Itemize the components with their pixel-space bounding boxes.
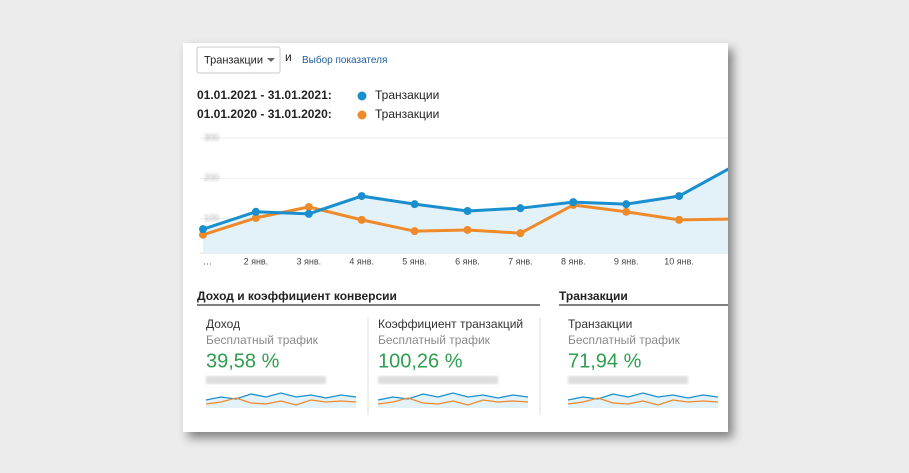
x-tick-label: 7 янв.	[508, 256, 533, 266]
point	[410, 227, 419, 236]
blurred-text	[378, 376, 498, 384]
card-metric: Транзакции	[568, 317, 632, 331]
blurred-text	[568, 376, 688, 384]
point	[728, 163, 736, 171]
card-segment: Бесплатный трафик	[378, 333, 491, 347]
point	[516, 204, 525, 213]
legend-period: 01.01.2021 - 31.01.2021:	[197, 88, 332, 102]
legend-label: Транзакции	[375, 107, 439, 121]
sparkline	[205, 392, 357, 401]
point	[357, 192, 366, 201]
x-tick-label: 11	[727, 256, 736, 266]
point	[199, 225, 207, 234]
section-title: Доход и коэффициент конверсии	[197, 289, 397, 303]
x-tick-label: 3 янв.	[296, 256, 321, 266]
point	[251, 213, 260, 222]
point	[675, 192, 684, 201]
card-value: 71,94 %	[568, 350, 642, 372]
card-value: 100,26 %	[378, 350, 463, 372]
x-tick-label: 9 янв.	[614, 256, 639, 266]
point	[516, 229, 525, 238]
blurred-text	[206, 376, 326, 384]
point	[622, 200, 631, 209]
point	[463, 225, 472, 234]
card-value: 39,58 %	[206, 350, 280, 372]
card-segment: Бесплатный трафик	[568, 333, 681, 347]
point	[199, 230, 207, 239]
point	[569, 198, 578, 207]
section-title: Транзакции	[559, 289, 628, 303]
legend-dot	[357, 91, 367, 101]
x-tick-label: 10 янв.	[664, 256, 694, 266]
sparkline	[377, 392, 529, 401]
sparkline	[205, 397, 357, 406]
point	[410, 200, 419, 209]
x-tick-label: 8 янв.	[561, 256, 586, 266]
card-segment: Бесплатный трафик	[206, 333, 319, 347]
x-tick-label: 4 янв.	[349, 256, 374, 266]
point	[304, 202, 313, 211]
point	[251, 207, 260, 216]
sparkline	[377, 397, 529, 406]
sparkline	[567, 397, 719, 406]
legend-dot	[357, 110, 367, 120]
legend-period: 01.01.2020 - 31.01.2020:	[197, 107, 332, 121]
x-tick-label: 6 янв.	[455, 256, 480, 266]
card-metric: Доход	[206, 317, 240, 331]
legend-label: Транзакции	[375, 88, 439, 102]
dropdown-text[interactable]: Транзакции	[204, 54, 263, 66]
sparkline	[567, 392, 719, 401]
point	[675, 215, 684, 224]
dropdown-arrow	[267, 58, 275, 62]
metric-link[interactable]: Выбор показателя	[302, 54, 387, 66]
y-tick-label: 300	[204, 132, 219, 142]
y-tick-label: 100	[204, 213, 219, 223]
point	[463, 207, 472, 216]
point	[728, 215, 736, 223]
card-metric: Коэффициент транзакций	[378, 317, 523, 331]
conjunction: и	[285, 50, 292, 64]
y-tick-label: 200	[204, 173, 219, 183]
metric-dropdown[interactable]	[196, 46, 281, 74]
point	[304, 209, 313, 218]
point	[622, 207, 631, 216]
x-tick-label: 2 янв.	[244, 256, 269, 266]
point	[357, 215, 366, 224]
x-tick-label: …	[203, 256, 212, 266]
x-tick-label: 5 янв.	[402, 256, 427, 266]
